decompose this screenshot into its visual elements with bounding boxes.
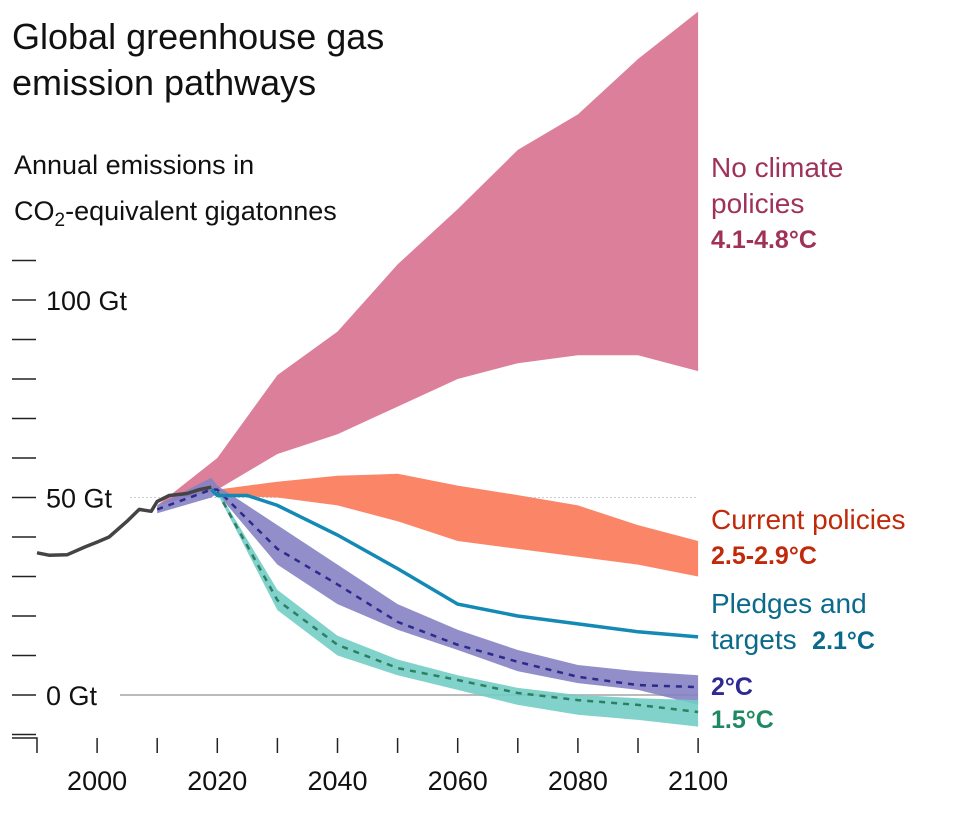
x-tick-label: 2100 bbox=[668, 766, 728, 796]
label-current: Current policies 2.5-2.9°C bbox=[711, 502, 906, 574]
band-2-c bbox=[157, 477, 699, 705]
ylabel-sub: 2 bbox=[54, 210, 66, 231]
x-tick-label: 2020 bbox=[187, 766, 247, 796]
label-no-policy-line2: policies bbox=[711, 188, 805, 219]
label-no-policy-line1: No climate bbox=[711, 152, 844, 183]
x-axis-corner bbox=[12, 737, 38, 753]
median-2-C bbox=[156, 488, 699, 689]
x-tick-label: 2000 bbox=[67, 766, 127, 796]
y-tick-label: 50 Gt bbox=[46, 484, 113, 514]
label-pledges-line2: targets bbox=[711, 624, 797, 655]
y-tick-label: 0 Gt bbox=[46, 681, 98, 711]
label-2c: 2°C bbox=[711, 673, 753, 701]
y-axis-label: Annual emissions in CO2-equivalent gigat… bbox=[14, 142, 337, 234]
title-line-2: emission pathways bbox=[12, 62, 317, 103]
title-line-1: Global greenhouse gas bbox=[12, 16, 385, 57]
label-pledges-range: 2.1°C bbox=[812, 627, 875, 655]
label-no-policy: No climate policies 4.1-4.8°C bbox=[711, 150, 843, 258]
label-pledges-line1: Pledges and bbox=[711, 588, 867, 619]
historical-line bbox=[36, 485, 212, 557]
label-current-name: Current policies bbox=[711, 504, 906, 535]
band-current-policies bbox=[217, 473, 699, 577]
ylabel-line-1: Annual emissions in bbox=[14, 150, 255, 180]
label-1-5c: 1.5°C bbox=[711, 706, 774, 734]
x-tick-label: 2060 bbox=[428, 766, 488, 796]
label-no-policy-range: 4.1-4.8°C bbox=[711, 226, 817, 254]
label-pledges: Pledges and targets 2.1°C bbox=[711, 586, 875, 659]
pledges-line bbox=[210, 488, 699, 639]
ylabel-rest: -equivalent gigatonnes bbox=[65, 196, 337, 226]
median-1-5-C bbox=[216, 490, 699, 714]
x-tick-label: 2040 bbox=[307, 766, 367, 796]
chart-title: Global greenhouse gas emission pathways bbox=[12, 14, 384, 106]
ylabel-co: CO bbox=[14, 196, 55, 226]
y-tick-label: 100 Gt bbox=[46, 286, 128, 316]
label-current-range: 2.5-2.9°C bbox=[711, 542, 817, 570]
band-no-climate-policies bbox=[157, 11, 699, 506]
x-tick-label: 2080 bbox=[548, 766, 608, 796]
ylabel-line-2: CO2-equivalent gigatonnes bbox=[14, 188, 337, 234]
